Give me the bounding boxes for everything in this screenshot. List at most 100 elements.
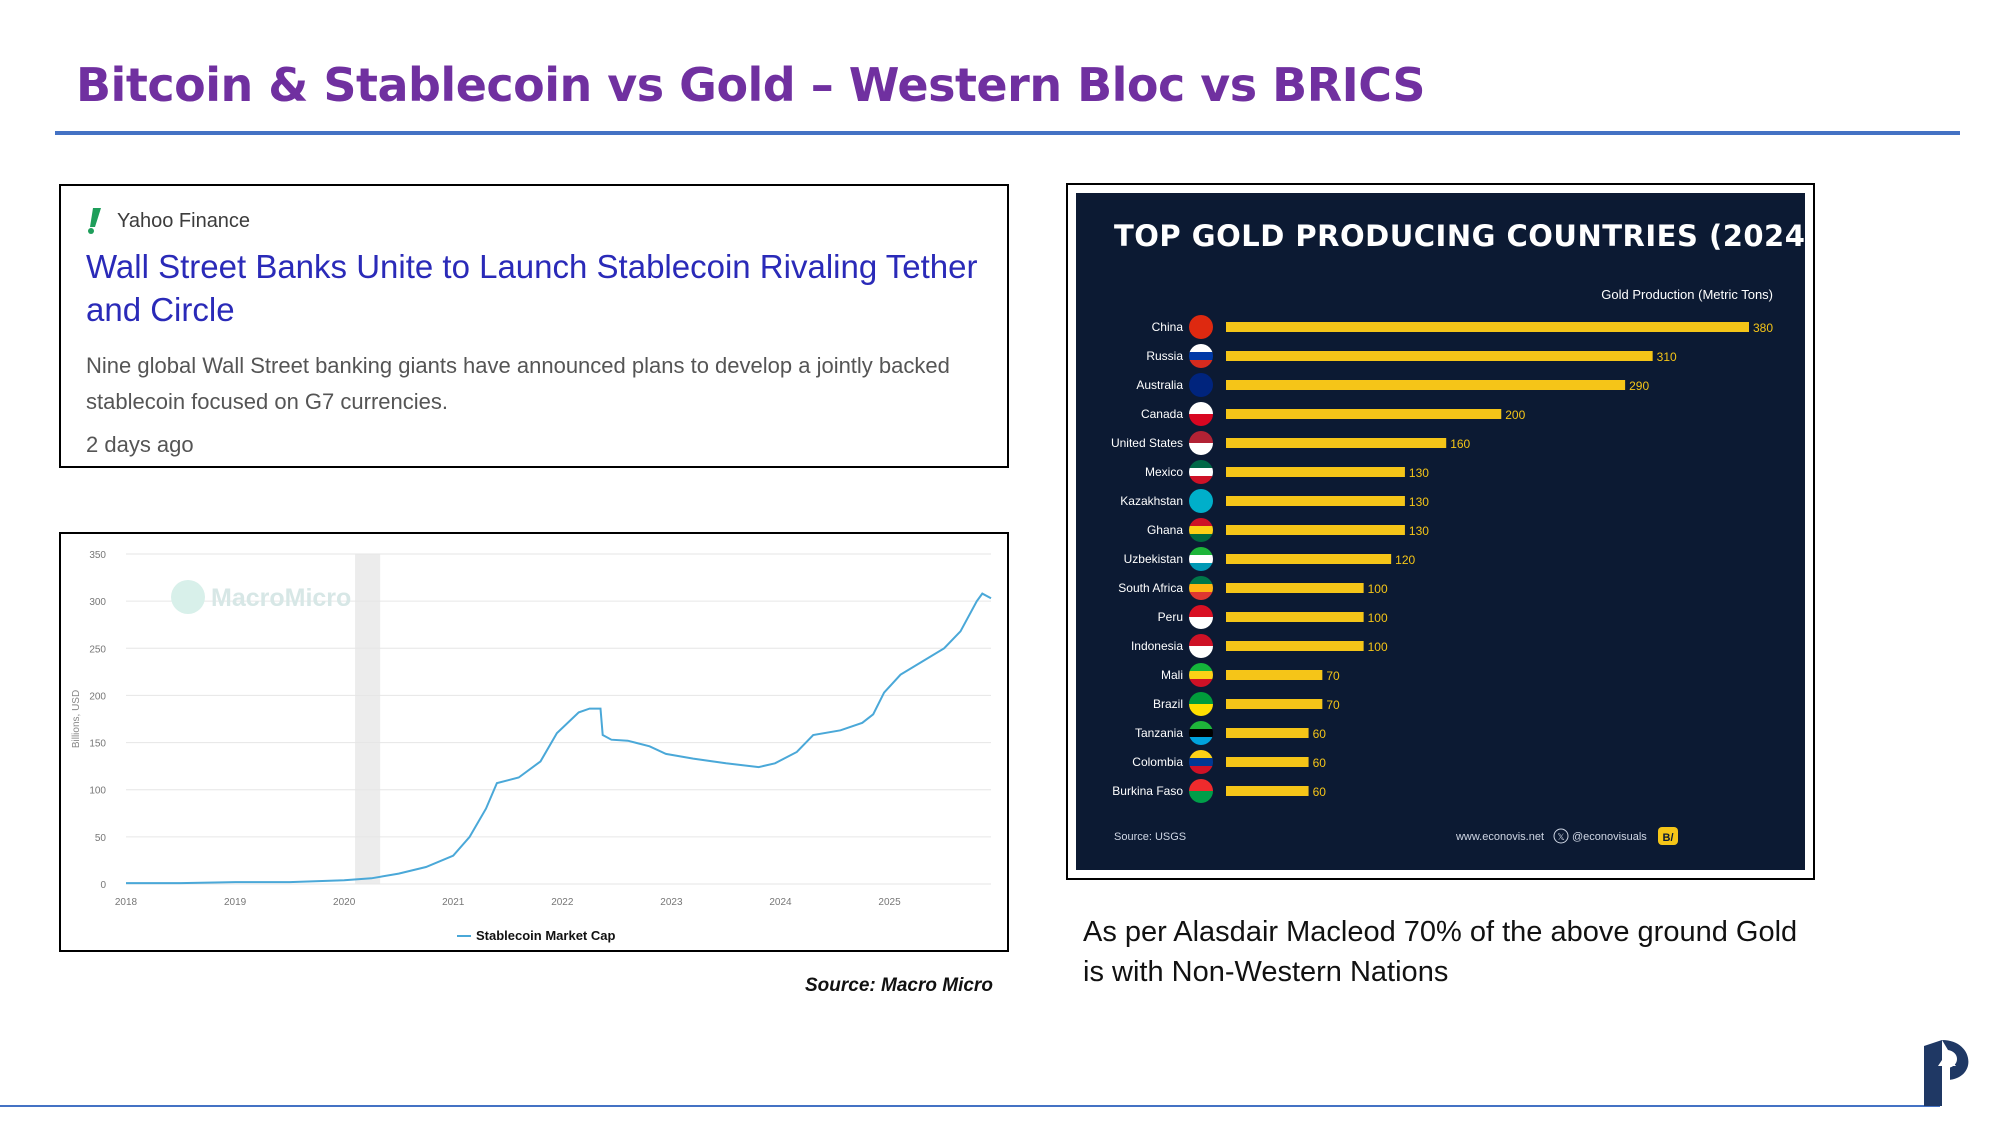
y-tick-label: 350 (89, 550, 106, 561)
bar-value-label: 60 (1313, 756, 1327, 770)
y-axis-label: Billions, USD (71, 690, 82, 748)
country-label: Colombia (1132, 755, 1183, 769)
brand-badge (1658, 827, 1678, 845)
flag-icon (1189, 721, 1213, 745)
x-tick-label: 2022 (551, 897, 574, 908)
flag-fill (1189, 402, 1213, 426)
flag-icon (1189, 576, 1213, 600)
flag-stripe (1189, 750, 1213, 759)
flag-fill (1189, 634, 1213, 658)
macleod-note: As per Alasdair Macleod 70% of the above… (1083, 916, 1798, 988)
flag-stripe (1189, 402, 1213, 415)
bar (1226, 554, 1392, 564)
flag-stripe (1189, 671, 1213, 680)
country-label: Peru (1158, 610, 1183, 624)
news-age: 2 days ago (86, 432, 194, 457)
flag-fill (1189, 315, 1213, 339)
x-tick-label: 2024 (769, 897, 792, 908)
flag-stripe (1189, 766, 1213, 774)
flag-stripe (1189, 526, 1213, 535)
flag-fill (1189, 721, 1213, 745)
flag-fill (1189, 373, 1213, 397)
gold-value-axis-label: Gold Production (Metric Tons) (1601, 287, 1773, 302)
y-tick-label: 150 (89, 739, 106, 750)
gold-website: www.econovis.net (1455, 831, 1544, 843)
bar (1226, 409, 1502, 419)
flag-icon (1189, 634, 1213, 658)
bar-value-label: 60 (1313, 727, 1327, 741)
x-social-icon (1553, 828, 1569, 844)
bar-value-label: 200 (1505, 408, 1525, 422)
bar-value-label: 100 (1368, 611, 1388, 625)
bar (1226, 351, 1653, 361)
title-divider (55, 131, 1960, 135)
bar-value-label: 70 (1326, 698, 1340, 712)
x-tick-label: 2025 (878, 897, 901, 908)
news-headline-link[interactable]: Wall Street Banks Unite to Launch Stable… (86, 248, 978, 328)
flag-stripe (1189, 704, 1213, 716)
country-label: Ghana (1147, 523, 1183, 537)
bar-value-label: 380 (1753, 321, 1773, 335)
flag-stripe (1189, 679, 1213, 687)
flag-fill (1189, 692, 1213, 716)
flag-fill (1189, 750, 1213, 774)
x-tick-label: 2018 (115, 897, 138, 908)
bar-value-label: 100 (1368, 640, 1388, 654)
flag-stripe (1189, 518, 1213, 527)
bar (1226, 322, 1749, 332)
bar-value-label: 160 (1450, 437, 1470, 451)
flag-icon (1189, 518, 1213, 542)
slide-title: Bitcoin & Stablecoin vs Gold – Western B… (76, 58, 1426, 112)
bar-value-label: 100 (1368, 582, 1388, 596)
flag-stripe (1189, 443, 1213, 455)
bar-value-label: 120 (1395, 553, 1415, 567)
bar-value-label: 130 (1409, 495, 1429, 509)
bar (1226, 467, 1405, 477)
country-label: Australia (1136, 378, 1183, 392)
flag-fill (1189, 576, 1213, 600)
bar-value-label: 70 (1326, 669, 1340, 683)
flag-fill (1189, 518, 1213, 542)
flag-fill (1189, 779, 1213, 803)
bar (1226, 583, 1364, 593)
bar (1226, 641, 1364, 651)
country-label: Russia (1146, 349, 1183, 363)
flag-icon (1189, 373, 1213, 397)
gold-bar-chart: TOP GOLD PRODUCING COUNTRIES (2024) Gold … (1111, 219, 1819, 845)
flag-fill (1189, 344, 1213, 368)
flag-stripe (1189, 663, 1213, 672)
source-note: Source: Macro Micro (805, 975, 993, 996)
country-label: Mali (1161, 668, 1183, 682)
flag-icon (1189, 547, 1213, 571)
bar (1226, 670, 1323, 680)
gold-source: Source: USGS (1114, 831, 1186, 843)
x-tick-label: 2020 (333, 897, 356, 908)
country-label: United States (1111, 436, 1183, 450)
flag-stripe (1189, 617, 1213, 629)
news-card[interactable]: Yahoo Finance Wall Street Banks Unite to… (59, 184, 1009, 468)
gold-handle: @econovisuals (1572, 831, 1647, 843)
flag-icon (1189, 779, 1213, 803)
x-social-glyph: 𝕏 (1557, 832, 1564, 842)
bar (1226, 786, 1309, 796)
stablecoin-chart-card: 0 50 100 150 200 250 300 350 2018 2019 2020 2021 202… (59, 532, 1009, 952)
flag-stripe (1189, 489, 1213, 513)
news-source-name: Yahoo Finance (117, 209, 251, 232)
yahoo-finance-icon (88, 208, 101, 234)
bar-value-label: 130 (1409, 524, 1429, 538)
country-label: Uzbekistan (1124, 552, 1183, 566)
bar (1226, 438, 1447, 448)
flag-icon (1189, 489, 1213, 513)
flag-stripe (1189, 634, 1213, 647)
bar-value-label: 290 (1629, 379, 1649, 393)
bar-value-label: 130 (1409, 466, 1429, 480)
bar (1226, 757, 1309, 767)
flag-stripe (1189, 547, 1213, 556)
news-source-row: Yahoo Finance (87, 208, 250, 234)
country-label: Mexico (1145, 465, 1183, 479)
flag-stripe (1189, 584, 1213, 593)
gold-chart-title: TOP GOLD PRODUCING COUNTRIES (2024) (1114, 219, 1805, 253)
flag-stripe (1189, 468, 1213, 477)
gold-chart-panel: TOP GOLD PRODUCING COUNTRIES (2024) Gold … (1076, 193, 1819, 870)
flag-stripe (1189, 791, 1213, 803)
